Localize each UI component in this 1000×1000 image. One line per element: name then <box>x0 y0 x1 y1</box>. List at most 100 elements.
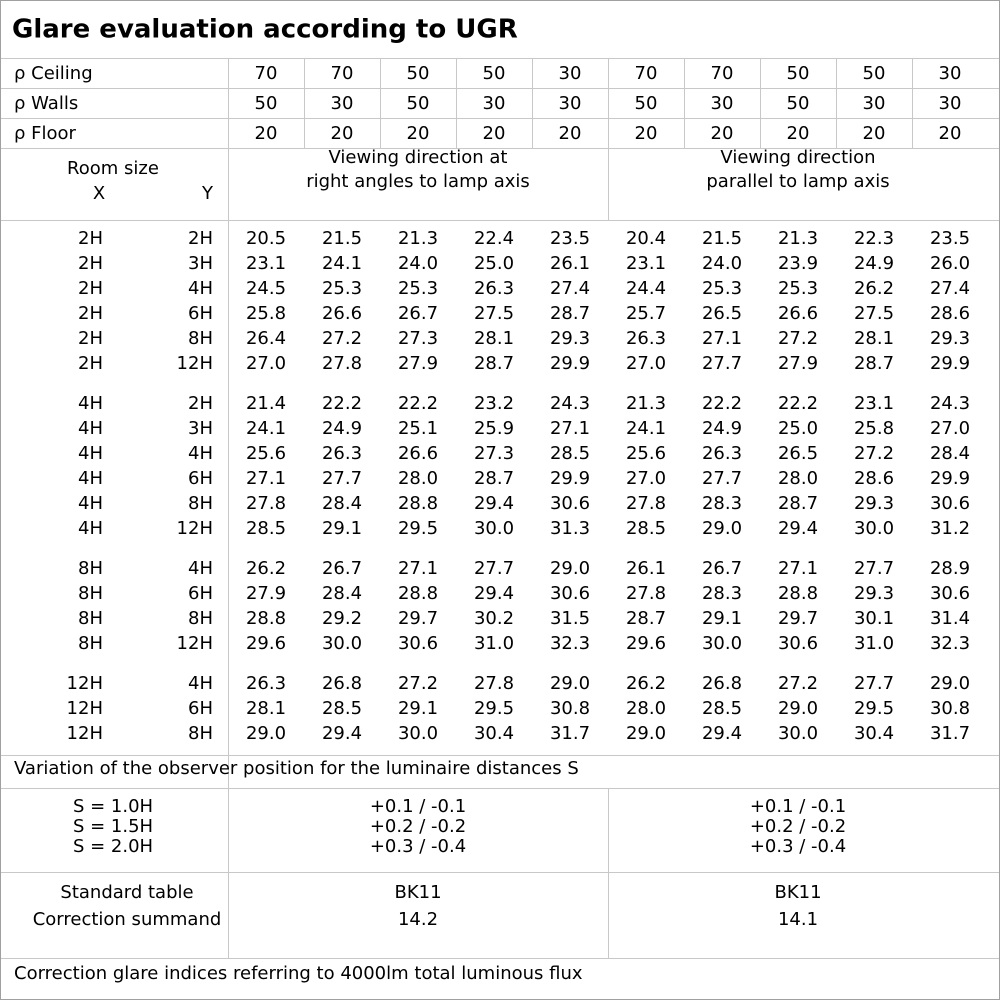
ugr-value: 24.4 <box>626 278 666 299</box>
ugr-value: 25.3 <box>322 278 362 299</box>
ugr-value: 28.0 <box>778 468 818 489</box>
ugr-value: 26.2 <box>854 278 894 299</box>
reflectance-value: 50 <box>407 93 430 114</box>
ugr-value: 32.3 <box>930 633 970 654</box>
ugr-value: 23.9 <box>778 253 818 274</box>
room-y: 8H <box>188 328 213 349</box>
ugr-value: 26.6 <box>398 443 438 464</box>
ugr-value: 26.3 <box>322 443 362 464</box>
direction-header: Viewing direction <box>720 147 875 168</box>
ugr-value: 29.0 <box>702 518 742 539</box>
ugr-value: 23.5 <box>930 228 970 249</box>
ugr-value: 28.5 <box>550 443 590 464</box>
ugr-value: 25.3 <box>398 278 438 299</box>
ugr-value: 27.7 <box>854 558 894 579</box>
ugr-value: 31.0 <box>854 633 894 654</box>
reflectance-value: 20 <box>939 123 962 144</box>
variation-value: +0.2 / -0.2 <box>750 816 846 837</box>
ugr-value: 28.5 <box>246 518 286 539</box>
room-x: 2H <box>78 253 103 274</box>
room-y: 8H <box>188 493 213 514</box>
ugr-value: 29.0 <box>626 723 666 744</box>
room-y: 6H <box>188 468 213 489</box>
room-x: 8H <box>78 633 103 654</box>
ugr-value: 23.1 <box>854 393 894 414</box>
ugr-value: 29.1 <box>702 608 742 629</box>
room-y: 12H <box>177 633 213 654</box>
ugr-value: 27.7 <box>702 468 742 489</box>
reflectance-value: 20 <box>635 123 658 144</box>
reflectance-label: ρ Walls <box>14 93 78 114</box>
direction-header: Viewing direction at <box>329 147 508 168</box>
ugr-value: 29.9 <box>930 468 970 489</box>
standard-value: 14.1 <box>778 909 818 930</box>
room-x: 4H <box>78 418 103 439</box>
ugr-value: 27.0 <box>626 353 666 374</box>
reflectance-value: 70 <box>711 63 734 84</box>
reflectance-value: 30 <box>939 93 962 114</box>
reflectance-value: 50 <box>407 63 430 84</box>
ugr-value: 29.9 <box>550 468 590 489</box>
ugr-value: 29.0 <box>550 558 590 579</box>
ugr-value: 30.0 <box>398 723 438 744</box>
room-x: 2H <box>78 278 103 299</box>
room-y: 8H <box>188 608 213 629</box>
room-y: 6H <box>188 303 213 324</box>
footer-note: Correction glare indices referring to 40… <box>14 963 583 984</box>
ugr-value: 29.3 <box>550 328 590 349</box>
ugr-value: 28.5 <box>626 518 666 539</box>
variation-value: +0.1 / -0.1 <box>370 796 466 817</box>
ugr-value: 27.3 <box>474 443 514 464</box>
ugr-value: 30.6 <box>550 583 590 604</box>
ugr-value: 27.9 <box>398 353 438 374</box>
room-y: 4H <box>188 443 213 464</box>
ugr-value: 26.2 <box>626 673 666 694</box>
ugr-value: 27.8 <box>322 353 362 374</box>
ugr-value: 31.5 <box>550 608 590 629</box>
ugr-value: 25.1 <box>398 418 438 439</box>
ugr-value: 27.1 <box>778 558 818 579</box>
ugr-value: 28.6 <box>930 303 970 324</box>
reflectance-value: 20 <box>863 123 886 144</box>
ugr-value: 24.1 <box>246 418 286 439</box>
ugr-value: 21.5 <box>322 228 362 249</box>
ugr-value: 28.4 <box>322 583 362 604</box>
room-x: 2H <box>78 328 103 349</box>
ugr-value: 26.4 <box>246 328 286 349</box>
ugr-value: 30.0 <box>474 518 514 539</box>
room-size-label: Room size <box>67 158 159 179</box>
reflectance-value: 20 <box>711 123 734 144</box>
ugr-value: 26.3 <box>246 673 286 694</box>
room-x: 12H <box>67 723 103 744</box>
room-x: 2H <box>78 303 103 324</box>
ugr-value: 27.1 <box>702 328 742 349</box>
ugr-value: 30.0 <box>322 633 362 654</box>
ugr-value: 31.3 <box>550 518 590 539</box>
ugr-value: 28.7 <box>474 468 514 489</box>
ugr-value: 28.8 <box>778 583 818 604</box>
ugr-value: 27.2 <box>322 328 362 349</box>
ugr-value: 30.0 <box>854 518 894 539</box>
ugr-value: 29.0 <box>930 673 970 694</box>
ugr-value: 25.3 <box>702 278 742 299</box>
ugr-value: 27.2 <box>854 443 894 464</box>
ugr-value: 27.2 <box>778 673 818 694</box>
ugr-value: 27.2 <box>398 673 438 694</box>
ugr-value: 29.3 <box>854 493 894 514</box>
room-y: 6H <box>188 583 213 604</box>
ugr-value: 29.2 <box>322 608 362 629</box>
ugr-value: 28.0 <box>626 698 666 719</box>
ugr-value: 30.6 <box>778 633 818 654</box>
ugr-value: 27.7 <box>702 353 742 374</box>
ugr-value: 29.5 <box>398 518 438 539</box>
ugr-value: 26.2 <box>246 558 286 579</box>
ugr-value: 29.9 <box>930 353 970 374</box>
room-y: 8H <box>188 723 213 744</box>
ugr-value: 26.6 <box>778 303 818 324</box>
room-y: 4H <box>188 278 213 299</box>
reflectance-value: 20 <box>559 123 582 144</box>
ugr-value: 26.7 <box>398 303 438 324</box>
ugr-value: 27.8 <box>626 493 666 514</box>
standard-label: Standard table <box>60 882 193 903</box>
